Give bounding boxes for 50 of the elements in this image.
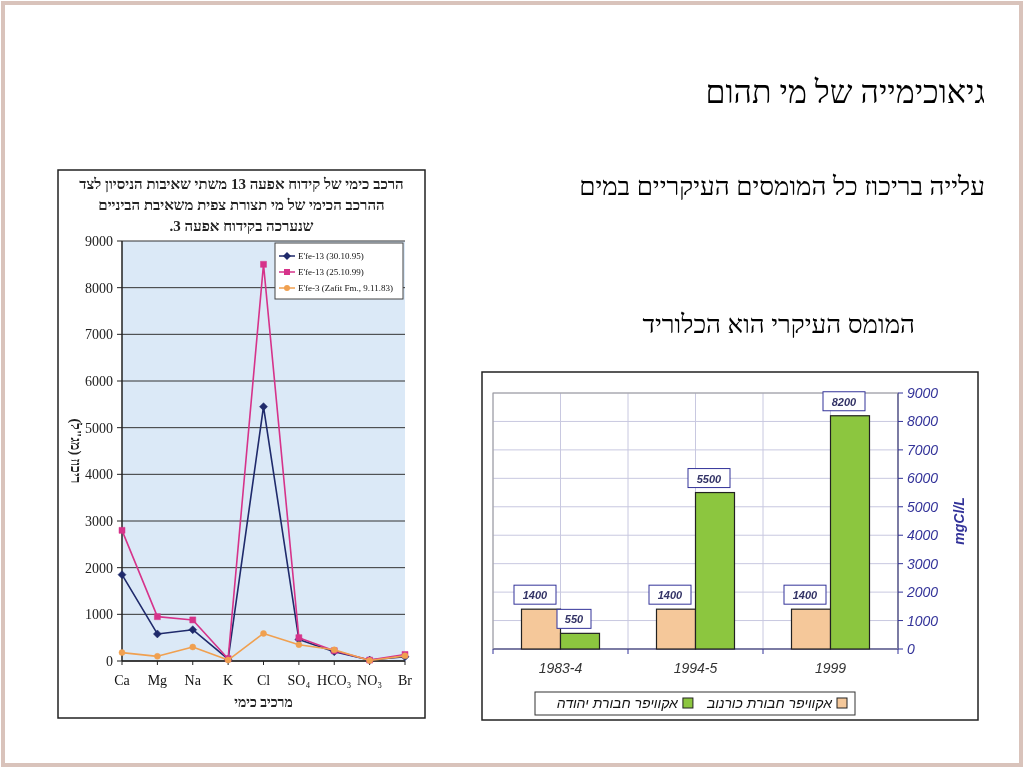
y-tick-label: 2000 [906, 584, 939, 601]
y-axis-title: ריכוז (מג"ל) [67, 418, 83, 484]
y-tick-label: 4000 [907, 527, 939, 544]
y-tick-label: 2000 [85, 560, 113, 576]
y-tick-label: 3000 [85, 514, 113, 529]
x-tick-label: 1999 [814, 660, 847, 676]
x-tick-label: Ca [114, 673, 131, 688]
y-tick-label: 5000 [85, 420, 113, 436]
legend-label: אקוויפר חבורת יהודה [556, 695, 680, 711]
text: עלייה בריכוז כל המומסים העיקריים במים [579, 172, 985, 201]
chart-title: הרכב כימי של קידוח אפעה 13 משתי שאיבות הניסיון לצד ההרכב הכימי של מי תצורת צפית משאיבת הביניים שנערכה בקידוח אפעה 3. [79, 176, 404, 234]
x-tick-label: Cl [256, 673, 271, 688]
x-tick-label: 1983-4 [538, 660, 583, 676]
y-tick-label: 0 [106, 654, 113, 669]
text: המומס העיקרי הוא הכלוריד [642, 310, 915, 339]
legend-label: E'fe-3 (Zafit Fm., 9.11.83) [298, 283, 394, 293]
x-tick-label: K [223, 673, 234, 688]
y-tick-label: 6000 [907, 470, 939, 487]
legend-label: אקוויפר חבורת כורנוב [705, 695, 834, 711]
y-tick-label: 4000 [85, 467, 113, 483]
legend-label: E'fe-13 (25.10.99) [298, 267, 364, 277]
data-label: 550 [564, 613, 585, 626]
y-tick-label: 7000 [85, 327, 113, 343]
data-label: 1400 [522, 589, 549, 602]
data-label: 5500 [696, 472, 723, 485]
y-tick-label: 0 [907, 641, 915, 657]
x-tick-label: NO₃ [357, 673, 383, 688]
y-tick-label: 7000 [907, 441, 939, 458]
data-label: 1400 [792, 589, 819, 602]
y-tick-label: 9000 [85, 234, 113, 249]
x-axis-title: מרכיב כימי [234, 695, 293, 710]
x-tick-label: SO₄ [287, 673, 311, 688]
legend-label: E'fe-13 (30.10.95) [298, 251, 364, 261]
text: גיאוכימייה של מי תהום [705, 74, 985, 110]
y-tick-label: 6000 [85, 374, 113, 389]
x-tick-label: Mg [147, 673, 168, 688]
y-tick-label: 8000 [85, 280, 113, 296]
x-tick-label: Na [184, 673, 202, 688]
y-tick-label: 1000 [907, 612, 939, 629]
data-label: 8200 [831, 395, 858, 408]
y-tick-label: 1000 [85, 607, 113, 623]
y-axis-title: mgCl/L [951, 497, 967, 545]
x-tick-label: HCO₃ [317, 673, 352, 688]
x-tick-label: 1994-5 [673, 660, 718, 676]
y-tick-label: 8000 [907, 413, 939, 430]
y-tick-label: 3000 [907, 555, 939, 572]
y-tick-label: 5000 [907, 498, 939, 515]
y-tick-label: 9000 [907, 385, 939, 401]
x-tick-label: Br [398, 673, 413, 688]
data-label: 1400 [657, 589, 684, 602]
